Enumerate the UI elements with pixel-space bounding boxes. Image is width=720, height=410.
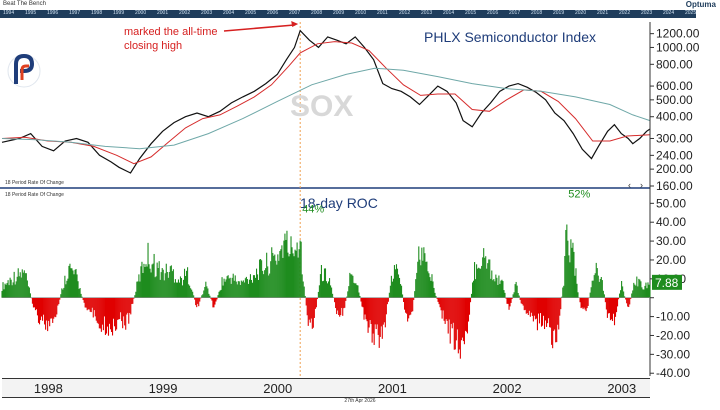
year-strip-label[interactable]: 2024 <box>663 10 675 16</box>
price-y-tick-label: 800.00 <box>656 57 693 71</box>
year-strip-label[interactable]: 2001 <box>157 10 169 16</box>
sox-watermark: SOX <box>290 90 353 123</box>
x-axis-year-label: 2000 <box>263 381 293 396</box>
last-value-label: 7.88 <box>655 276 679 290</box>
roc-y-tick-label: 30.00 <box>656 234 686 248</box>
year-strip-label[interactable]: 2025 <box>685 10 697 16</box>
year-strip-label[interactable]: 2021 <box>597 10 609 16</box>
brand-logo: Optuma <box>685 0 716 9</box>
year-strip-label[interactable]: 2023 <box>641 10 653 16</box>
scroll-left-icon[interactable]: ‹ <box>628 180 631 190</box>
x-axis-year-label: 1998 <box>33 381 63 396</box>
price-y-tick-label: 500.00 <box>656 93 693 107</box>
x-axis-year-label: 2001 <box>377 381 407 396</box>
year-strip-label[interactable]: 2016 <box>487 10 499 16</box>
year-strip-label[interactable]: 1999 <box>113 10 125 16</box>
brand-badge-icon <box>7 53 41 88</box>
year-strip-label[interactable]: 1996 <box>47 10 59 16</box>
year-strip-label[interactable]: 2011 <box>377 10 388 16</box>
price-y-tick-label: 160.00 <box>656 179 693 193</box>
price-y-tick-label: 400.00 <box>656 110 693 124</box>
year-strip-label[interactable]: 1995 <box>25 10 37 16</box>
year-strip-label[interactable]: 2014 <box>443 10 455 16</box>
roc-y-tick-label: -30.00 <box>656 347 690 361</box>
year-strip-label[interactable]: 2002 <box>179 10 191 16</box>
roc-y-tick-label: -20.00 <box>656 328 690 342</box>
annotation-arrow <box>223 24 295 32</box>
year-strip-label[interactable]: 2018 <box>531 10 543 16</box>
price-y-tick-label: 300.00 <box>656 131 693 145</box>
roc-callout-label: 44% <box>302 204 324 216</box>
x-axis: 1998 1999 2000 2001 2002 2003 <box>2 378 650 398</box>
price-y-tick-label: 1200.00 <box>656 27 700 41</box>
year-strip-label[interactable]: 2022 <box>619 10 631 16</box>
year-strip-navigator[interactable]: 1994 1995 1996 1997 1998 1999 2000 2001 2002 2003… <box>0 10 696 18</box>
roc-panel: -40.00-30.00-20.00-10.0010.0020.0030.004… <box>1 189 690 380</box>
price-y-tick-label: 1000.00 <box>656 40 700 54</box>
year-strip-label[interactable]: 1994 <box>3 10 15 16</box>
roc-y-tick-label: 40.00 <box>656 215 686 229</box>
x-axis-year-label: 2003 <box>607 381 637 396</box>
annotation-arrowhead-icon <box>291 21 299 27</box>
price-y-tick-label: 240.00 <box>656 148 693 162</box>
price-panel-label: 18 Period Rate Of Change <box>5 180 64 186</box>
top-bar: Beat The Bench <box>0 0 720 9</box>
year-strip-label[interactable]: 2006 <box>267 10 279 16</box>
last-value-badge <box>652 274 682 290</box>
year-strip-label[interactable]: 2009 <box>333 10 345 16</box>
year-strip-label[interactable]: 1997 <box>69 10 81 16</box>
series-line-ma_long <box>1 67 651 150</box>
annotation-line-1: marked the all-time <box>124 26 218 38</box>
annotation-line-2: closing high <box>124 40 182 52</box>
roc-chart-title: 18-day ROC <box>300 195 378 211</box>
roc-panel-label: 18 Period Rate Of Change <box>5 192 64 198</box>
x-axis-year-label: 2002 <box>492 381 522 396</box>
scroll-right-icon[interactable]: › <box>640 180 643 190</box>
year-strip-label[interactable]: 2015 <box>465 10 477 16</box>
year-strip-label[interactable]: 2017 <box>509 10 521 16</box>
series-line-price <box>1 29 651 174</box>
roc-callout-label: 52% <box>568 189 590 201</box>
roc-y-tick-label: 20.00 <box>656 253 686 267</box>
year-strip-label[interactable]: 2004 <box>223 10 235 16</box>
roc-y-tick-label: -10.00 <box>656 310 690 324</box>
year-strip-label[interactable]: 2010 <box>355 10 367 16</box>
year-strip-label[interactable]: 2005 <box>245 10 257 16</box>
roc-y-tick-label: 50.00 <box>656 196 686 210</box>
year-strip-label[interactable]: 2020 <box>575 10 587 16</box>
footer-date: 27th Apr 2026 <box>344 398 376 404</box>
year-strip-label[interactable]: 1998 <box>91 10 103 16</box>
price-chart-title: PHLX Semiconductor Index <box>424 29 596 45</box>
year-strip-label[interactable]: 2003 <box>201 10 213 16</box>
year-strip-label[interactable]: 2007 <box>289 10 301 16</box>
year-strip-label[interactable]: 2000 <box>135 10 147 16</box>
year-strip-label[interactable]: 2012 <box>399 10 411 16</box>
price-y-tick-label: 600.00 <box>656 79 693 93</box>
year-strip-label[interactable]: 2008 <box>311 10 323 16</box>
x-axis-year-label: 1999 <box>148 381 178 396</box>
roc-y-tick-label: -40.00 <box>656 366 690 380</box>
price-y-tick-label: 200.00 <box>656 162 693 176</box>
year-strip-label[interactable]: 2019 <box>553 10 565 16</box>
app-label: Beat The Bench <box>3 1 46 7</box>
year-strip-label[interactable]: 2013 <box>421 10 433 16</box>
